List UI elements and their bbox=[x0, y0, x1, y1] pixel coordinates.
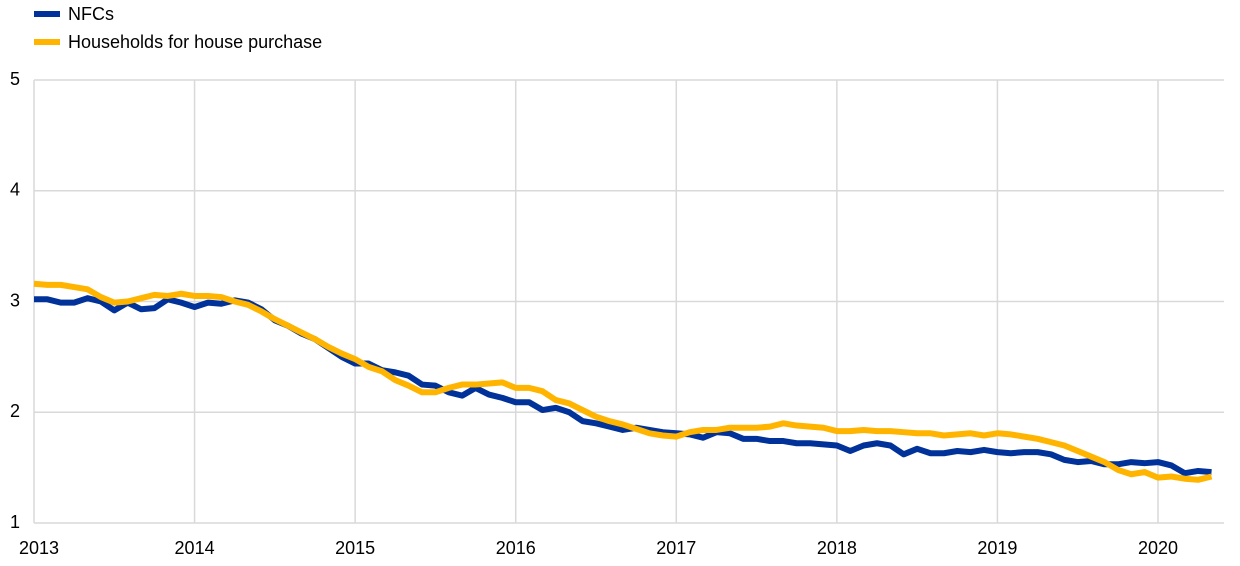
x-tick-label: 2017 bbox=[656, 538, 696, 558]
x-tick-label: 2014 bbox=[175, 538, 215, 558]
y-tick-label: 1 bbox=[10, 512, 20, 532]
x-tick-label: 2018 bbox=[817, 538, 857, 558]
y-tick-label: 3 bbox=[10, 290, 20, 310]
x-tick-label: 2020 bbox=[1138, 538, 1178, 558]
y-tick-label: 5 bbox=[10, 69, 20, 89]
x-tick-label: 2013 bbox=[19, 538, 59, 558]
legend-label: Households for house purchase bbox=[68, 32, 322, 52]
y-tick-label: 4 bbox=[10, 180, 20, 200]
legend-label: NFCs bbox=[68, 4, 114, 24]
x-tick-label: 2019 bbox=[977, 538, 1017, 558]
y-tick-label: 2 bbox=[10, 401, 20, 421]
x-tick-label: 2016 bbox=[496, 538, 536, 558]
x-tick-label: 2015 bbox=[335, 538, 375, 558]
series-line bbox=[33, 280, 1213, 483]
series-line bbox=[34, 295, 1212, 477]
